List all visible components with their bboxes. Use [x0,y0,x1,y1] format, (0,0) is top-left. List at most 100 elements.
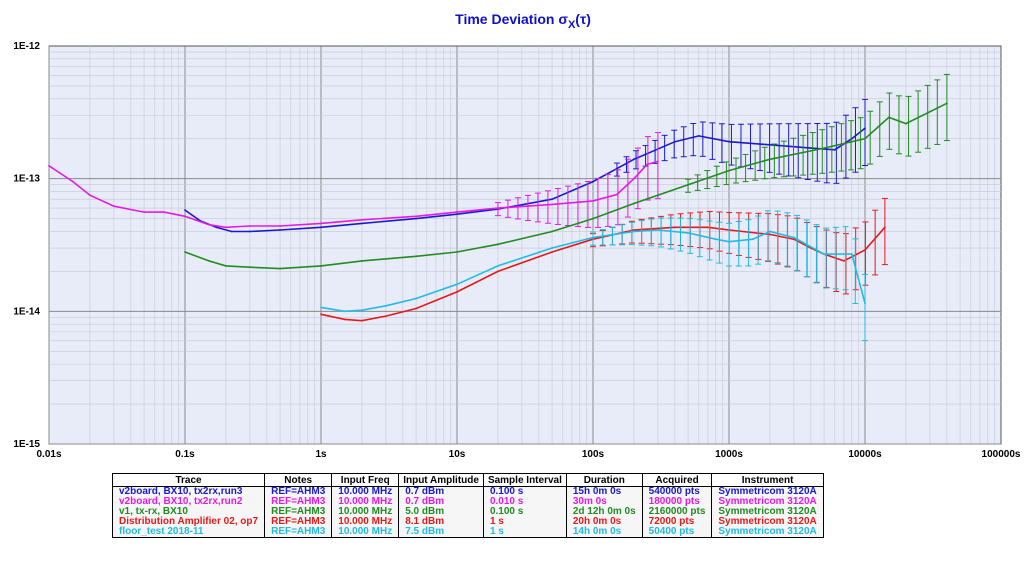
data-point [112,205,115,208]
data-point [687,183,689,186]
legend-column-header: Duration [565,473,643,487]
data-point [551,198,553,201]
data-point [361,218,363,221]
legend-row: v2board, BX10, tx2rx,run2 REF=AHM3 10.000 … [111,497,824,507]
data-point [415,297,417,300]
data-point [697,135,700,137]
time-deviation-chart: Time Deviation σX(τ) 0.01s 0.1s 1s 10s 100s 1… [13,11,1021,460]
data-point [592,236,594,239]
data-point [184,209,186,211]
data-point [208,223,210,226]
data-point [230,230,233,233]
data-point [248,225,251,227]
legend-cell: 30m 0s [565,497,643,507]
y-tick-label: 1E-13 [13,174,40,185]
data-point [792,238,795,241]
data-point [945,102,948,105]
data-point [792,236,795,239]
data-point [163,211,165,213]
legend-cell: 1 s [482,517,567,527]
chart-title-subscript: X [568,19,576,31]
y-tick-label: 1E-12 [13,41,40,52]
data-point [864,249,866,251]
data-point [48,164,50,167]
legend-column-header: Sample Interval [482,473,567,487]
x-tick-label: 1s [315,449,327,460]
data-point [728,240,730,243]
data-point [633,230,635,233]
data-point [687,232,689,234]
data-point [864,137,866,140]
data-point [72,180,74,183]
legend-cell: 10.000 MHz [331,507,400,517]
series-v1-tx-rx-bx10 [184,73,950,270]
legend-column-header: Acquired [641,473,713,487]
legend-cell: REF=AHM3 [264,517,333,527]
data-point [673,226,676,229]
legend-row: v2board, BX10, tx2rx,run3 REF=AHM3 10.000 … [111,486,824,497]
legend-cell: 1 s [482,527,567,538]
x-tick-label: 1000s [715,449,743,460]
data-point [592,199,594,202]
legend-cell: 14h 0m 0s [565,527,643,538]
legend-column-header: Notes [264,473,333,487]
x-tick-labels: 0.01s 0.1s 1s 10s 100s 1000s 10000s 100000s [36,449,1020,460]
chart-title: Time Deviation σX(τ) [455,11,591,31]
data-point [279,225,281,227]
data-point [551,203,553,206]
data-point [864,302,866,305]
legend-cell: 2d 12h 0m 0s [565,507,643,517]
y-tick-labels: 1E-12 1E-13 1E-14 1E-15 [13,41,40,450]
data-point [415,307,417,310]
legend-cell: 10.000 MHz [331,527,400,538]
data-point [656,160,659,163]
data-point [320,226,322,229]
x-tick-label: 100s [582,449,605,460]
legend-header-row: Trace Notes Input Freq Input Amplitude Sampl… [111,473,824,487]
data-point [551,251,553,253]
data-point [714,238,717,241]
legend-body: v2board, BX10, tx2rx,run3 REF=AHM3 10.000 … [111,486,824,538]
data-point [320,306,322,309]
data-point [344,318,346,321]
series-v2board-bx10-tx2rx-run3 [184,98,868,233]
legend-column-header: Trace [111,473,266,487]
series-layer [48,73,950,342]
data-point [384,304,387,307]
series-line [184,127,866,233]
data-point [633,202,635,205]
data-point [883,226,886,229]
data-point [415,215,417,218]
data-point [823,147,825,149]
legend-cell: 0.100 s [482,486,567,497]
data-point [728,140,730,143]
x-tick-label: 0.01s [36,449,61,460]
data-point [843,259,845,262]
data-point [279,229,281,231]
legend-cell: Symmetricom 3120A [711,497,824,507]
legend-cell: 20h 0m 0s [565,517,643,527]
series-v2board-bx10-tx2rx-run2 [48,132,661,229]
chart-title-tail: (τ) [575,11,591,27]
data-point [769,143,771,146]
data-point [248,266,251,269]
data-point [633,229,635,231]
data-point [551,230,553,233]
data-point [361,309,363,312]
legend-cell: floor_test 2018-11 [111,527,266,538]
data-point [225,226,227,229]
data-point [361,259,363,262]
data-point [769,158,771,161]
data-point [707,226,709,229]
data-point [646,163,649,166]
data-point [497,270,499,273]
data-point [833,148,836,151]
data-point [769,233,771,236]
legend-cell: Symmetricom 3120A [711,486,824,497]
data-point [415,255,417,258]
data-point [456,251,458,253]
data-point [215,226,218,229]
data-point [89,194,91,197]
data-point [184,215,186,218]
data-point [344,310,346,313]
